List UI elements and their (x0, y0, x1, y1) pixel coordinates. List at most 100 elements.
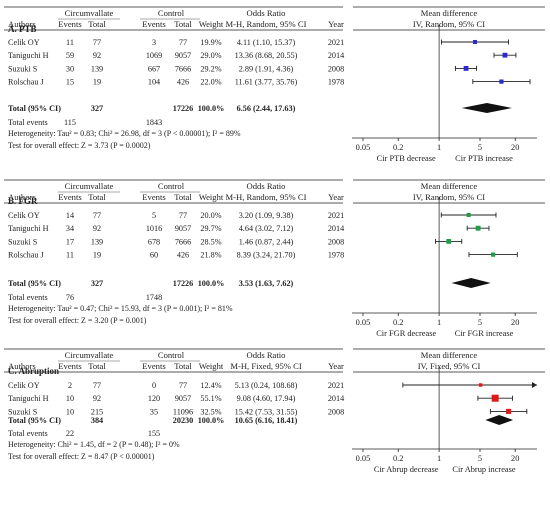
total-events-label: Total events (8, 293, 48, 302)
study-point-marker (472, 39, 478, 45)
total-circumvallate: 19 (93, 78, 101, 87)
total-circumvallate: 92 (93, 51, 101, 60)
column-header-events-1: Events (58, 19, 82, 29)
column-header-year: Year (328, 361, 344, 371)
events-control: 667 (148, 64, 160, 73)
total-control: 7666 (175, 237, 191, 246)
pooled-diamond (451, 278, 491, 288)
column-header-authors: Authors (8, 192, 36, 202)
plot-header-method: IV, Random, 95% CI (413, 192, 485, 202)
study-odds-ratio: 15.42 (7.53, 31.55) (235, 407, 298, 416)
events-control: 0 (152, 381, 156, 390)
total-events-control: 155 (148, 429, 160, 438)
study-point-marker (446, 239, 452, 244)
events-control: 104 (148, 78, 160, 87)
column-header-odds-ratio: Odds Ratio (247, 8, 286, 18)
x-axis-tick-label: 0.2 (393, 454, 403, 463)
section-label: B. FGR (8, 196, 38, 206)
total-circumvallate: 92 (93, 224, 101, 233)
heterogeneity-text: Heterogeneity: Chi² = 1.45, df = 2 (P = … (8, 440, 180, 449)
study-weight: 12.4% (200, 381, 221, 390)
total-control: 426 (177, 251, 189, 260)
study-year: 2014 (328, 51, 344, 60)
events-control: 35 (150, 407, 158, 416)
x-axis-tick-label: 5 (478, 143, 482, 152)
study-year: 1978 (328, 251, 344, 260)
events-control: 1069 (146, 51, 162, 60)
study-author: Rolschau J (8, 251, 45, 260)
total-events-label: Total events (8, 118, 48, 127)
column-header-authors: Authors (8, 361, 36, 371)
events-circumvallate: 10 (66, 407, 74, 416)
events-circumvallate: 10 (66, 394, 74, 403)
study-weight: 22.0% (200, 78, 221, 87)
study-year: 2021 (328, 211, 344, 220)
total-circumvallate: 19 (93, 251, 101, 260)
plot-header-method: IV, Fixed, 95% CI (418, 361, 481, 371)
total-events-circumvallate: 22 (66, 429, 74, 438)
total-events-label: Total events (8, 429, 48, 438)
total-circumvallate-n: 384 (91, 416, 103, 425)
column-header-group-circumvallate: Circumvallate (65, 8, 114, 18)
plot-header-method: IV, Random, 95% CI (413, 19, 485, 29)
events-circumvallate: 11 (66, 251, 74, 260)
study-point-marker (491, 394, 499, 402)
pooled-odds-ratio: 6.56 (2.44, 17.63) (237, 104, 296, 113)
column-header-total-2: Total (174, 19, 192, 29)
study-odds-ratio: 1.46 (0.87, 2.44) (239, 237, 294, 246)
study-weight: 20.0% (200, 211, 221, 220)
ci-arrow (532, 382, 537, 388)
total-circumvallate: 77 (93, 38, 101, 47)
study-year: 2008 (328, 64, 344, 73)
plot-header-title: Mean difference (421, 8, 478, 18)
events-circumvallate: 30 (66, 64, 74, 73)
study-odds-ratio: 4.64 (3.02, 7.12) (239, 224, 294, 233)
column-header-or-method: M-H, Random, 95% CI (226, 192, 307, 202)
study-weight: 32.5% (200, 407, 221, 416)
column-header-group-control: Control (158, 350, 185, 360)
study-author: Taniguchi H (8, 224, 49, 233)
study-point-marker (478, 383, 483, 387)
study-odds-ratio: 8.39 (3.24, 21.70) (237, 251, 296, 260)
plot-header-title: Mean difference (421, 350, 478, 360)
column-header-total-1: Total (88, 361, 106, 371)
favours-left-label: Cir FGR decrease (376, 329, 436, 338)
column-header-total-1: Total (88, 192, 106, 202)
study-year: 2021 (328, 381, 344, 390)
column-header-or-method: M-H, Random, 95% CI (226, 19, 307, 29)
total-control: 77 (179, 38, 187, 47)
study-point-marker (502, 52, 508, 58)
total-control: 77 (179, 381, 187, 390)
study-weight: 28.5% (200, 237, 221, 246)
study-odds-ratio: 9.08 (4.60, 17.94) (237, 394, 296, 403)
study-odds-ratio: 13.36 (8.68, 20.55) (235, 51, 298, 60)
x-axis-tick-label: 20 (511, 143, 519, 152)
total-control-n: 20230 (173, 416, 193, 425)
study-weight: 29.0% (200, 51, 221, 60)
study-author: Taniguchi H (8, 51, 49, 60)
column-header-odds-ratio: Odds Ratio (247, 181, 286, 191)
column-header-authors: Authors (8, 19, 36, 29)
pooled-odds-ratio: 10.65 (6.16, 18.41) (235, 416, 298, 425)
column-header-weight: Weight (199, 19, 224, 29)
study-year: 2014 (328, 224, 344, 233)
total-control: 9057 (175, 394, 191, 403)
section-label: A. PTB (8, 24, 37, 34)
total-weight: 100.0% (198, 416, 225, 425)
study-odds-ratio: 3.20 (1.09, 9.38) (239, 211, 294, 220)
total-circumvallate: 77 (93, 381, 101, 390)
study-point-marker (475, 225, 481, 231)
section-label: C. Abruption (8, 366, 59, 376)
pooled-diamond (485, 415, 514, 425)
column-header-total-2: Total (174, 192, 192, 202)
total-control: 9057 (175, 51, 191, 60)
total-control: 7666 (175, 64, 191, 73)
study-year: 1978 (328, 78, 344, 87)
study-year: 2008 (328, 407, 344, 416)
heterogeneity-text: Heterogeneity: Tau² = 0.83; Chi² = 26.98… (8, 129, 241, 138)
x-axis-tick-label: 1 (437, 143, 441, 152)
x-axis-tick-label: 5 (478, 454, 482, 463)
column-header-group-circumvallate: Circumvallate (65, 350, 114, 360)
total-control: 426 (177, 78, 189, 87)
